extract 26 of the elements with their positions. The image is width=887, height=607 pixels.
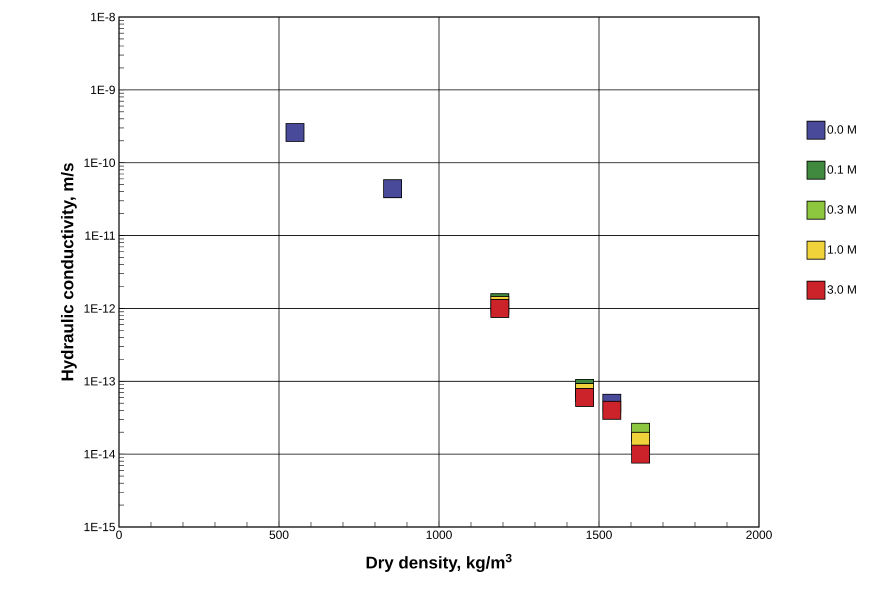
y-axis-title: Hydraulic conductivity, m/s [60,163,77,380]
x-tick-label: 0 [116,530,122,539]
y-tick-label: 1E-12 [84,304,115,313]
legend-label: 3.0 M [827,285,856,294]
legend-label: 0.3 M [827,205,856,214]
point [286,123,304,142]
legend-label: 1.0 M [828,245,856,254]
legend-label: 0.0 M [827,125,856,134]
y-tick-label: 1E-10 [84,158,116,167]
point [490,299,510,318]
y-tick-label: 1E-8 [91,12,115,22]
point [383,179,402,198]
y-tick-label: 1E-15 [84,522,115,532]
x-tick-label: 1500 [586,530,612,539]
point [602,400,622,420]
point [575,388,594,407]
y-tick-label: 1E-11 [85,231,115,240]
legend-label: 0.1 M [827,165,856,174]
x-tick-label: 1000 [426,530,452,539]
text: Dry density, kg/m$^{3}$ [366,554,512,572]
y-tick-label: 1E-9 [91,86,115,94]
point [631,444,650,464]
y-tick-label: 1E-13 [84,377,115,386]
y-tick-label: 1E-14 [84,450,116,458]
x-tick-label: 2000 [746,530,772,539]
x-tick-label: 500 [270,530,289,539]
